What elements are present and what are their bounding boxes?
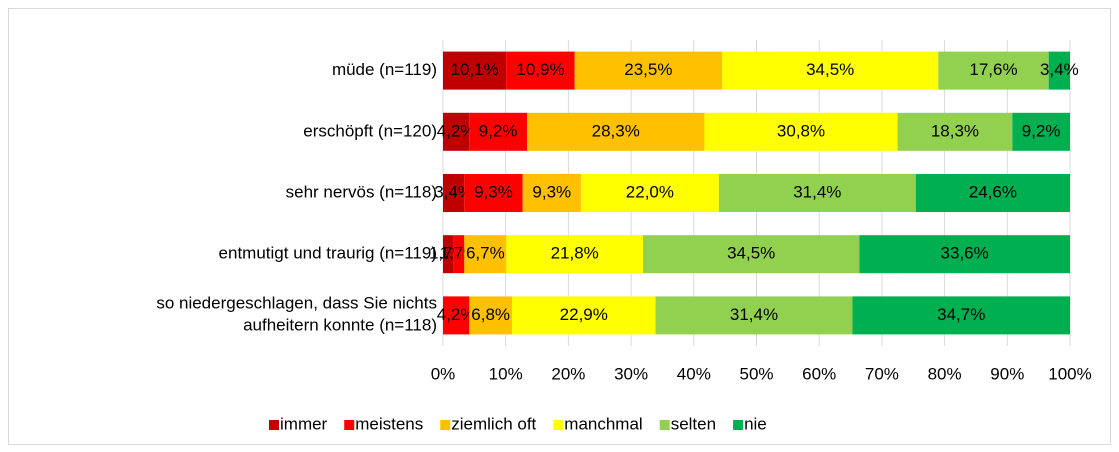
data-label: 34,5%	[806, 60, 854, 79]
bar-segment	[580, 174, 719, 212]
x-tick-label: 10%	[489, 364, 523, 383]
legend-label: immer	[280, 414, 328, 433]
bar-segment	[506, 235, 644, 274]
legend-swatch	[269, 420, 279, 430]
x-tick-label: 70%	[865, 364, 899, 383]
bar-segment	[464, 235, 507, 274]
y-tick-label: müde (n=119)	[332, 60, 437, 79]
data-label: 34,5%	[727, 244, 775, 263]
x-tick-label: 80%	[928, 364, 962, 383]
bar-segment	[527, 112, 705, 151]
legend-label: meistens	[355, 414, 423, 433]
legend-label: nie	[744, 414, 767, 433]
legend-label: selten	[671, 414, 716, 433]
bar-segment	[655, 296, 853, 335]
bar-segment	[522, 174, 581, 212]
data-label: 31,4%	[730, 305, 778, 324]
x-tick-label: 60%	[802, 364, 836, 383]
x-tick-label: 40%	[677, 364, 711, 383]
data-label: 24,6%	[969, 182, 1017, 201]
data-label: 22,0%	[626, 182, 674, 201]
data-label: 10,9%	[516, 60, 564, 79]
x-tick-label: 30%	[614, 364, 648, 383]
legend-label: ziemlich oft	[451, 414, 536, 433]
bar-segment	[915, 174, 1070, 212]
bar-segment	[852, 296, 1070, 335]
legend-swatch	[440, 420, 451, 430]
data-label: 31,4%	[793, 182, 841, 201]
y-tick-label: entmutigt und traurig (n=119)	[219, 244, 437, 263]
bar-segment	[443, 112, 470, 151]
data-label: 9,3%	[532, 182, 571, 201]
bar-segment	[443, 296, 470, 335]
bar-segment	[443, 51, 507, 90]
bar-segment	[722, 51, 939, 90]
legend-swatch	[553, 420, 564, 430]
data-label: 21,8%	[551, 244, 599, 263]
data-label: 30,8%	[777, 121, 825, 140]
legend-swatch	[344, 420, 355, 430]
data-label: 3,4%	[1040, 60, 1079, 79]
bar-segment	[469, 112, 528, 151]
data-label: 9,3%	[474, 182, 513, 201]
legend-swatch	[733, 420, 744, 430]
data-label: 22,9%	[560, 305, 608, 324]
bar-segment	[443, 174, 465, 212]
x-tick-label: 90%	[990, 364, 1024, 383]
data-label: 18,3%	[931, 121, 979, 140]
bar-segment	[574, 51, 723, 90]
x-tick-label: 0%	[431, 364, 456, 383]
x-tick-label: 50%	[739, 364, 773, 383]
bar-segment	[718, 174, 916, 212]
bar-segment	[1012, 112, 1070, 151]
bar-segment	[506, 51, 575, 90]
bar-segment	[1048, 51, 1070, 90]
data-label: 34,7%	[937, 305, 985, 324]
bar-segment	[704, 112, 898, 151]
data-label: 10,1%	[451, 60, 499, 79]
data-label: 28,3%	[592, 121, 640, 140]
bar-segment	[938, 51, 1049, 90]
data-label: 6,8%	[471, 305, 510, 324]
y-tick-label: so niedergeschlagen, dass Sie nichts aufh…	[156, 294, 437, 335]
data-label: 4,2%	[437, 305, 476, 324]
legend-label: manchmal	[564, 414, 642, 433]
data-label: 3,4%	[434, 182, 473, 201]
data-label: 6,7%	[466, 244, 505, 263]
legend-swatch	[659, 420, 670, 430]
data-label: 33,6%	[941, 244, 989, 263]
bar-segment	[859, 235, 1070, 274]
bar-segment	[453, 235, 465, 274]
bar-segment	[469, 296, 512, 335]
x-tick-label: 100%	[1048, 364, 1091, 383]
data-label: 9,2%	[479, 121, 518, 140]
data-label: 4,2%	[437, 121, 476, 140]
data-label: 9,2%	[1022, 121, 1061, 140]
x-tick-label: 20%	[551, 364, 585, 383]
y-tick-label: erschöpft (n=120)	[303, 121, 437, 140]
y-tick-label: sehr nervös (n=118)	[286, 182, 437, 201]
bar-segment	[511, 296, 656, 335]
bar-segment	[464, 174, 523, 212]
bar-segment	[443, 235, 454, 274]
bar-segment	[897, 112, 1013, 151]
bar-segment	[643, 235, 860, 274]
data-label: 17,6%	[969, 60, 1017, 79]
data-label: 23,5%	[624, 60, 672, 79]
